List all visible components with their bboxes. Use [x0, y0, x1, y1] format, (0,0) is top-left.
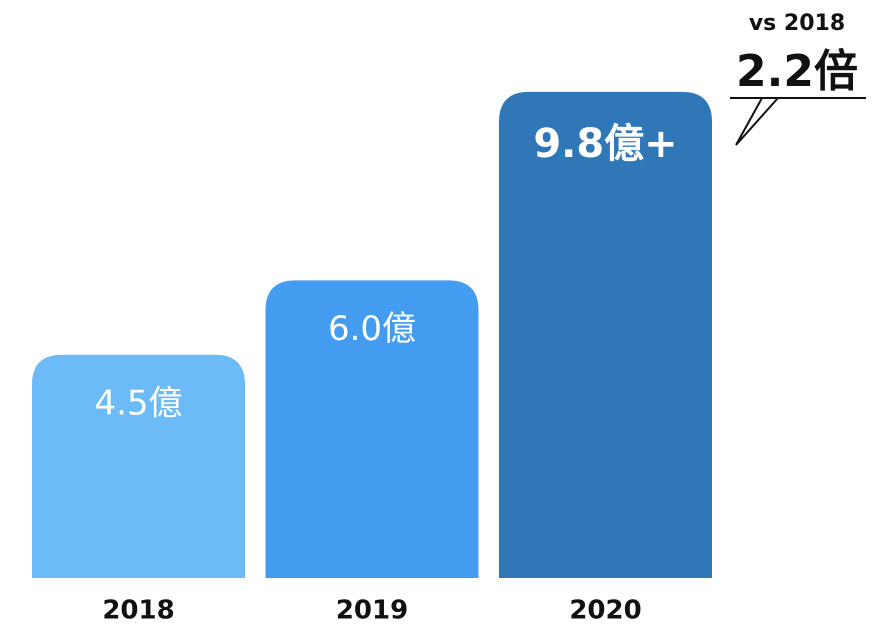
- x-tick-label: 2019: [336, 596, 408, 626]
- value-label: 9.8億+: [533, 121, 677, 167]
- annotation-pointer: [730, 97, 866, 146]
- bar: [499, 91, 712, 579]
- annotation-label: vs 2018: [749, 11, 845, 36]
- value-label: 6.0億: [328, 309, 416, 349]
- annotation-value: 2.2倍: [736, 46, 858, 97]
- annotation-arrow: [735, 97, 779, 146]
- bar: [32, 354, 245, 578]
- bar: [265, 280, 479, 578]
- x-tick-label: 2018: [102, 596, 174, 626]
- x-tick-label: 2020: [569, 596, 641, 626]
- value-label: 4.5億: [94, 383, 182, 423]
